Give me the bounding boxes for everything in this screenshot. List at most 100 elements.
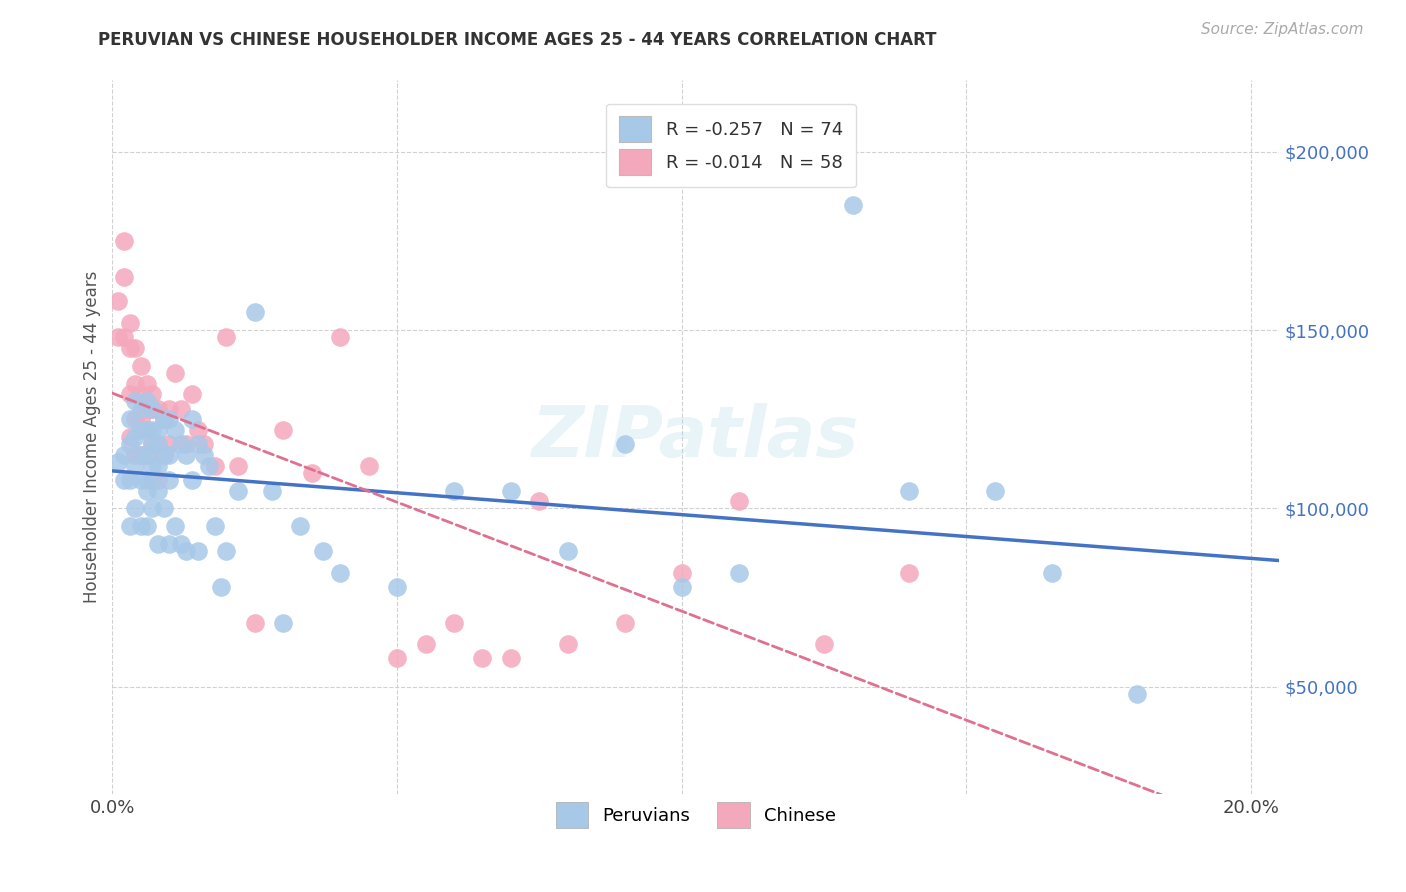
Point — [152, 501, 174, 516]
Point — [118, 412, 141, 426]
Point — [146, 423, 169, 437]
Point — [157, 448, 180, 462]
Point — [141, 473, 163, 487]
Point — [118, 387, 141, 401]
Point — [124, 376, 146, 391]
Point — [141, 437, 163, 451]
Point — [613, 615, 636, 630]
Point — [529, 494, 551, 508]
Point — [146, 483, 169, 498]
Point — [124, 412, 146, 426]
Point — [557, 544, 579, 558]
Point — [146, 401, 169, 416]
Point — [157, 437, 180, 451]
Point — [157, 412, 180, 426]
Point — [129, 448, 152, 462]
Point — [187, 544, 209, 558]
Point — [671, 566, 693, 580]
Point — [193, 448, 215, 462]
Point — [898, 483, 921, 498]
Point — [107, 330, 129, 344]
Point — [215, 330, 238, 344]
Point — [129, 359, 152, 373]
Point — [193, 437, 215, 451]
Point — [141, 501, 163, 516]
Point — [727, 566, 749, 580]
Point — [112, 448, 135, 462]
Point — [215, 544, 238, 558]
Point — [112, 234, 135, 248]
Point — [243, 615, 266, 630]
Point — [118, 519, 141, 533]
Point — [135, 483, 157, 498]
Point — [727, 494, 749, 508]
Point — [499, 483, 522, 498]
Point — [135, 448, 157, 462]
Point — [129, 519, 152, 533]
Point — [129, 412, 152, 426]
Point — [135, 376, 157, 391]
Point — [124, 448, 146, 462]
Point — [124, 430, 146, 444]
Point — [124, 458, 146, 473]
Point — [271, 615, 294, 630]
Point — [129, 448, 152, 462]
Point — [141, 437, 163, 451]
Point — [157, 401, 180, 416]
Point — [841, 198, 863, 212]
Point — [271, 423, 294, 437]
Point — [141, 401, 163, 416]
Point — [415, 637, 437, 651]
Text: PERUVIAN VS CHINESE HOUSEHOLDER INCOME AGES 25 - 44 YEARS CORRELATION CHART: PERUVIAN VS CHINESE HOUSEHOLDER INCOME A… — [98, 31, 936, 49]
Point — [898, 566, 921, 580]
Point — [176, 448, 198, 462]
Point — [181, 387, 204, 401]
Y-axis label: Householder Income Ages 25 - 44 years: Householder Income Ages 25 - 44 years — [83, 271, 101, 603]
Point — [187, 423, 209, 437]
Point — [135, 423, 157, 437]
Point — [129, 423, 152, 437]
Point — [135, 519, 157, 533]
Point — [118, 341, 141, 355]
Point — [290, 519, 312, 533]
Point — [112, 269, 135, 284]
Point — [301, 466, 323, 480]
Point — [187, 437, 209, 451]
Point — [141, 473, 163, 487]
Point — [129, 473, 152, 487]
Point — [443, 615, 465, 630]
Point — [152, 448, 174, 462]
Point — [226, 458, 249, 473]
Point — [141, 387, 163, 401]
Point — [146, 458, 169, 473]
Point — [118, 437, 141, 451]
Point — [135, 394, 157, 409]
Point — [176, 544, 198, 558]
Point — [141, 401, 163, 416]
Point — [613, 437, 636, 451]
Point — [141, 458, 163, 473]
Text: Source: ZipAtlas.com: Source: ZipAtlas.com — [1201, 22, 1364, 37]
Point — [176, 437, 198, 451]
Point — [152, 412, 174, 426]
Point — [152, 448, 174, 462]
Point — [135, 423, 157, 437]
Point — [165, 366, 187, 380]
Point — [129, 401, 152, 416]
Point — [152, 412, 174, 426]
Point — [226, 483, 249, 498]
Point — [170, 537, 193, 551]
Point — [385, 580, 408, 594]
Point — [671, 580, 693, 594]
Point — [1040, 566, 1063, 580]
Point — [385, 651, 408, 665]
Point — [146, 537, 169, 551]
Point — [118, 430, 141, 444]
Point — [260, 483, 283, 498]
Point — [813, 637, 835, 651]
Point — [107, 294, 129, 309]
Point — [135, 473, 157, 487]
Point — [312, 544, 335, 558]
Point — [499, 651, 522, 665]
Point — [181, 473, 204, 487]
